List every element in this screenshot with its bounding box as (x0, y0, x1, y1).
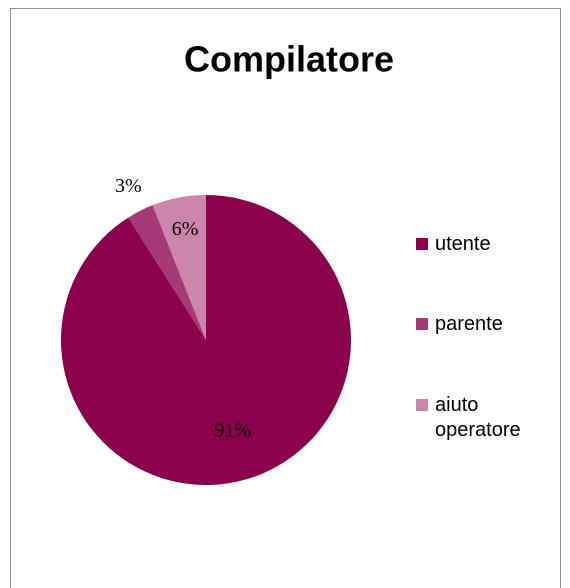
data-label: 91% (214, 419, 251, 441)
legend-item: utente (416, 232, 553, 257)
chart-frame (10, 8, 561, 588)
legend-label: parente (435, 313, 503, 335)
legend-label: aiuto operatore (435, 394, 521, 441)
legend-label: utente (435, 233, 491, 255)
legend-swatch (416, 238, 428, 250)
legend-swatch (416, 318, 428, 330)
pie-slice (152, 195, 206, 340)
chart-title: Compilatore (184, 39, 394, 80)
legend-swatch (416, 399, 428, 411)
data-label: 6% (172, 218, 199, 240)
legend-item: parente (416, 312, 553, 337)
pie-slice (128, 205, 206, 340)
data-label: 3% (115, 175, 142, 197)
legend-item: aiuto operatore (416, 393, 553, 443)
